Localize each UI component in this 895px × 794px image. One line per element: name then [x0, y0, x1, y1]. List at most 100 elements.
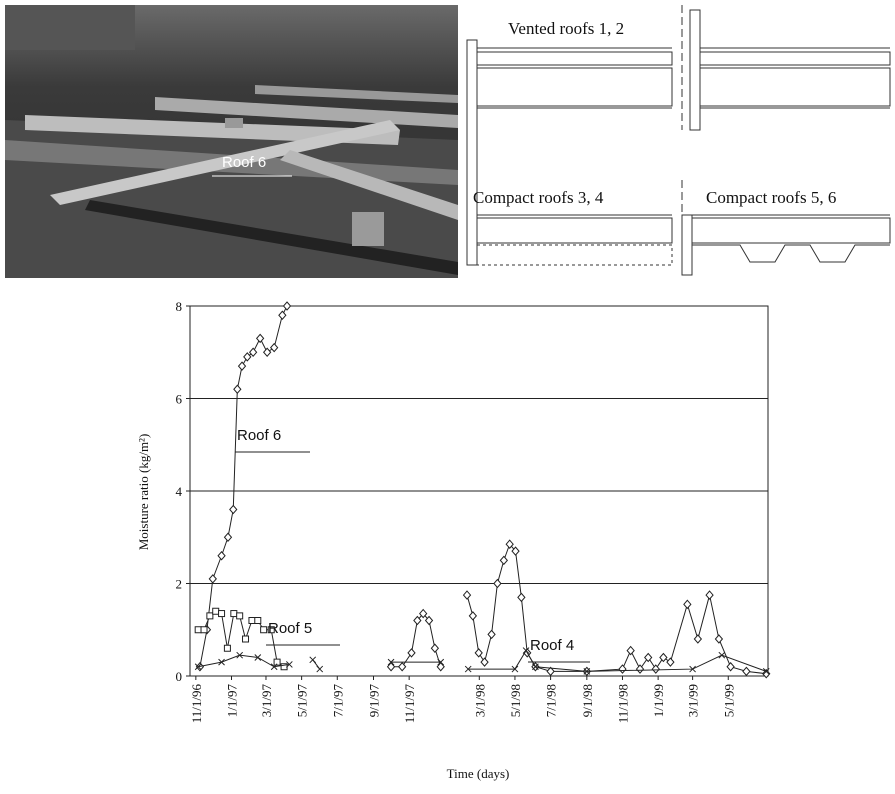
- point-marker: [511, 546, 520, 556]
- y-tick-label: 4: [176, 484, 183, 499]
- point-marker: [762, 668, 771, 679]
- y-tick-label: 0: [176, 669, 183, 684]
- point-marker: [693, 634, 703, 644]
- point-marker: [762, 668, 770, 675]
- x-tick-label: 5/1/97: [295, 684, 310, 718]
- point-marker: [413, 615, 422, 626]
- x-tick-label: 7/1/97: [330, 684, 345, 718]
- x-tick-label: 3/1/99: [686, 684, 701, 717]
- roof-diagrams: Vented roofs 1, 2 Compact roofs 3, 4 Com…: [466, 5, 891, 276]
- point-marker: [644, 652, 653, 663]
- point-marker: [236, 651, 244, 659]
- x-tick-label: 9/1/98: [580, 684, 595, 717]
- y-tick-label: 8: [176, 299, 183, 314]
- point-marker: [223, 644, 231, 652]
- x-tick-label: 7/1/98: [544, 684, 559, 717]
- point-marker: [468, 611, 478, 621]
- point-marker: [208, 574, 217, 584]
- point-marker: [230, 610, 238, 618]
- point-marker: [546, 666, 555, 677]
- x-tick-label: 3/1/97: [259, 684, 274, 718]
- point-marker: [217, 550, 226, 561]
- point-marker: [262, 347, 272, 358]
- point-marker: [255, 333, 265, 344]
- series-annotation: Roof 4: [530, 637, 574, 654]
- point-marker: [635, 664, 645, 674]
- x-axis-label: Time (days): [447, 766, 510, 781]
- point-marker: [493, 578, 502, 589]
- diagram-label: Compact roofs 3, 4: [473, 188, 604, 207]
- point-marker: [223, 532, 233, 543]
- point-marker: [212, 607, 220, 615]
- x-tick-label: 9/1/97: [367, 684, 382, 718]
- point-marker: [726, 661, 735, 672]
- point-marker: [200, 626, 208, 634]
- point-marker: [387, 658, 395, 666]
- y-tick-label: 6: [176, 392, 183, 407]
- x-tick-label: 11/1/96: [189, 684, 204, 724]
- compact-roof-diagram: Compact roofs 3, 4 Compact roofs 5, 6: [473, 180, 891, 276]
- point-marker: [522, 647, 530, 654]
- point-marker: [499, 555, 509, 566]
- x-tick-label: 11/1/98: [615, 684, 630, 723]
- point-marker: [407, 648, 416, 658]
- point-marker: [517, 592, 526, 603]
- x-tick-label: 5/1/98: [508, 684, 523, 717]
- point-marker: [742, 666, 751, 677]
- point-marker: [285, 661, 293, 668]
- y-axis-label: Moisture ratio (kg/m²): [136, 434, 151, 551]
- y-tick-label: 2: [176, 577, 183, 592]
- point-marker: [505, 539, 514, 549]
- x-tick-label: 1/1/97: [224, 684, 239, 718]
- diagram-label: Vented roofs 1, 2: [508, 19, 624, 38]
- point-marker: [254, 617, 262, 624]
- point-marker: [424, 615, 434, 626]
- point-marker: [436, 661, 445, 672]
- point-marker: [718, 651, 726, 659]
- point-marker: [254, 654, 262, 661]
- point-marker: [260, 626, 268, 634]
- point-marker: [583, 668, 591, 675]
- point-marker: [278, 310, 287, 321]
- point-marker: [218, 658, 225, 666]
- photo-label: Roof 6: [222, 154, 266, 171]
- point-marker: [397, 661, 407, 672]
- point-marker: [269, 342, 279, 353]
- point-marker: [248, 617, 256, 624]
- x-tick-label: 3/1/98: [472, 684, 487, 717]
- point-marker: [532, 663, 539, 671]
- point-marker: [714, 634, 724, 644]
- point-marker: [236, 612, 244, 620]
- point-marker: [430, 643, 440, 654]
- point-marker: [437, 658, 445, 666]
- series-line: [198, 649, 767, 672]
- point-marker: [487, 629, 496, 640]
- point-marker: [316, 665, 324, 673]
- point-marker: [242, 635, 250, 643]
- point-marker: [618, 664, 627, 674]
- point-marker: [480, 657, 489, 667]
- point-marker: [282, 301, 292, 311]
- point-marker: [233, 384, 242, 395]
- point-marker: [705, 590, 714, 600]
- point-marker: [309, 656, 317, 664]
- vented-roof-diagram: Vented roofs 1, 2: [466, 5, 891, 266]
- x-tick-label: 5/1/99: [721, 684, 736, 717]
- series-annotation: Roof 6: [237, 427, 281, 444]
- point-marker: [659, 652, 668, 663]
- point-marker: [229, 504, 238, 515]
- point-marker: [206, 612, 214, 620]
- point-marker: [237, 361, 247, 371]
- point-marker: [386, 661, 396, 672]
- point-marker: [651, 664, 660, 674]
- point-marker: [267, 626, 275, 634]
- point-marker: [270, 663, 278, 671]
- photo: Roof 6: [5, 5, 458, 278]
- point-marker: [683, 599, 692, 610]
- point-marker: [626, 645, 635, 656]
- x-tick-label: 11/1/97: [402, 684, 417, 724]
- point-marker: [666, 657, 675, 667]
- diagram-label: Compact roofs 5, 6: [706, 188, 836, 207]
- point-marker: [464, 665, 472, 673]
